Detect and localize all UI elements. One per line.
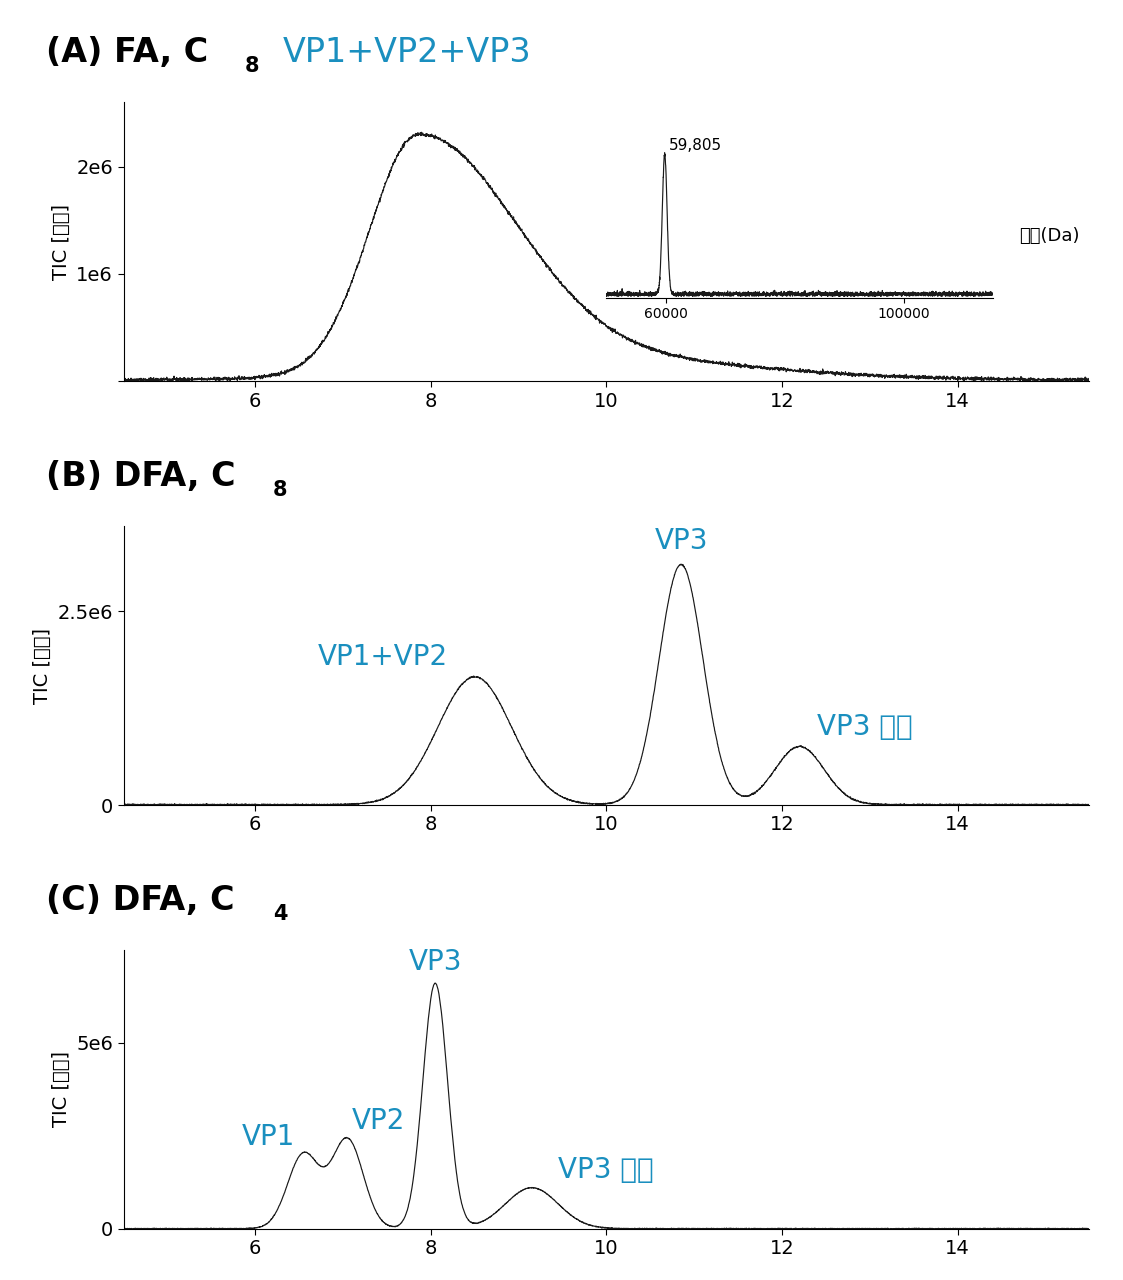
Text: VP3: VP3 (655, 527, 707, 556)
Text: VP1+VP2: VP1+VP2 (318, 643, 448, 671)
Text: (A) FA, C: (A) FA, C (46, 36, 209, 69)
Text: (B) DFA, C: (B) DFA, C (46, 460, 236, 493)
Text: 8: 8 (273, 480, 287, 499)
Text: (C) DFA, C: (C) DFA, C (46, 883, 235, 916)
Y-axis label: TIC [计数]: TIC [计数] (33, 627, 52, 704)
Text: VP3 片段: VP3 片段 (818, 713, 913, 741)
Text: VP3 片段: VP3 片段 (558, 1156, 654, 1184)
Text: VP2: VP2 (351, 1107, 405, 1135)
Text: 8: 8 (245, 56, 258, 76)
Y-axis label: TIC [计数]: TIC [计数] (52, 204, 71, 280)
Y-axis label: TIC [计数]: TIC [计数] (52, 1051, 71, 1128)
Text: VP1: VP1 (241, 1123, 294, 1151)
Text: VP1+VP2+VP3: VP1+VP2+VP3 (283, 36, 531, 69)
Text: 质量(Da): 质量(Da) (1020, 228, 1079, 246)
Text: VP3: VP3 (409, 948, 462, 977)
Text: 4: 4 (273, 904, 287, 923)
